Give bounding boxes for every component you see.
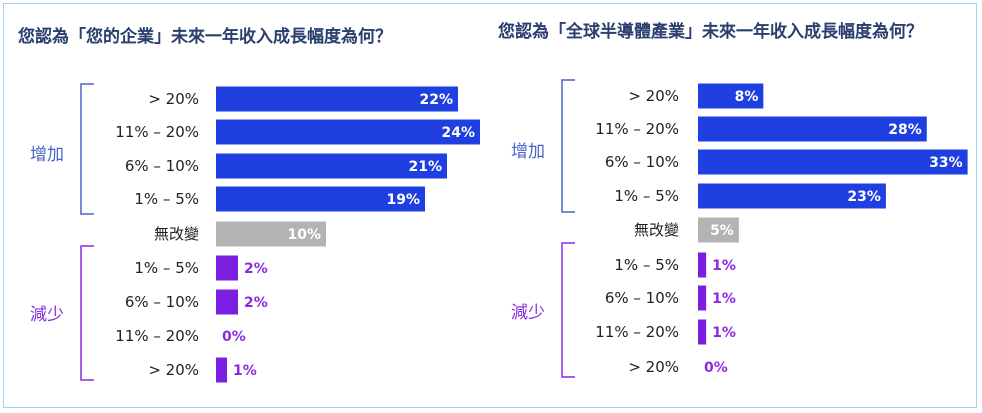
category-label: 6% – 10%	[605, 289, 679, 307]
bar	[216, 86, 458, 112]
bar	[216, 186, 425, 212]
data-label: 22%	[419, 92, 453, 108]
bar	[698, 149, 968, 175]
category-label: 6% – 10%	[125, 157, 199, 175]
bar	[698, 116, 927, 142]
chart-title: 您認為「全球半導體產業」未來一年收入成長幅度為何？	[498, 21, 923, 42]
bar	[698, 83, 764, 109]
increase-bracket	[80, 83, 94, 215]
data-label: 10%	[287, 227, 321, 243]
category-label: > 20%	[148, 90, 199, 108]
data-label: 1%	[712, 258, 736, 274]
data-label: 19%	[386, 192, 420, 208]
decrease-bracket	[80, 245, 94, 381]
data-label: 33%	[929, 155, 963, 171]
bar	[216, 119, 480, 145]
bar	[698, 252, 707, 278]
bar	[216, 153, 447, 179]
category-label: 6% – 10%	[605, 153, 679, 171]
bar	[216, 357, 227, 383]
data-label: 1%	[712, 291, 736, 307]
data-label: 5%	[710, 223, 734, 239]
category-label: 1% – 5%	[134, 190, 199, 208]
data-label: 21%	[408, 159, 442, 175]
data-label: 24%	[441, 125, 475, 141]
bar	[216, 289, 238, 315]
category-label: > 20%	[628, 358, 679, 376]
decrease-group-label: 減少	[30, 305, 64, 325]
data-label: 28%	[888, 122, 922, 138]
bar	[698, 285, 707, 311]
category-label: 11% – 20%	[595, 323, 679, 341]
data-label: 0%	[704, 360, 728, 376]
category-label: 1% – 5%	[614, 256, 679, 274]
bar	[698, 319, 707, 345]
increase-group-label: 增加	[511, 142, 545, 162]
category-label: 11% – 20%	[115, 327, 199, 345]
increase-group-label: 增加	[30, 145, 64, 165]
category-label: 1% – 5%	[614, 187, 679, 205]
data-label: 1%	[233, 363, 257, 379]
bar	[698, 217, 739, 243]
category-label: 無改變	[634, 221, 679, 239]
category-label: 11% – 20%	[115, 123, 199, 141]
data-label: 23%	[847, 189, 881, 205]
bar	[698, 183, 886, 209]
data-label: 2%	[244, 261, 268, 277]
increase-bracket	[561, 79, 575, 213]
category-label: > 20%	[628, 87, 679, 105]
category-label: 11% – 20%	[595, 120, 679, 138]
category-label: 1% – 5%	[134, 259, 199, 277]
bar	[216, 255, 238, 281]
decrease-bracket	[561, 242, 575, 378]
data-label: 0%	[222, 329, 246, 345]
decrease-group-label: 減少	[511, 303, 545, 323]
data-label: 1%	[712, 325, 736, 341]
chart-title: 您認為「您的企業」未來一年收入成長幅度為何？	[18, 26, 392, 47]
chart-frame	[3, 3, 977, 408]
data-label: 2%	[244, 295, 268, 311]
bar	[216, 221, 326, 247]
category-label: 6% – 10%	[125, 293, 199, 311]
category-label: > 20%	[148, 361, 199, 379]
category-label: 無改變	[154, 225, 199, 243]
data-label: 8%	[735, 89, 759, 105]
